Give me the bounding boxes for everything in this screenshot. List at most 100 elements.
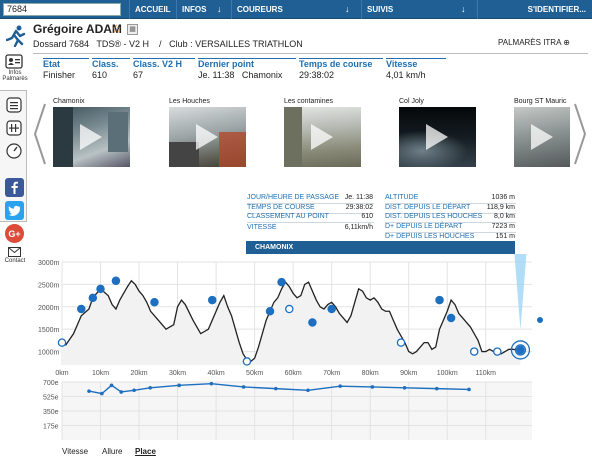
- video-thumbnail-bourg-st-maurice[interactable]: [514, 107, 570, 167]
- y-tick-label: 700e: [43, 380, 59, 387]
- video-thumbnail-col-joly[interactable]: [399, 107, 476, 167]
- info-rule: [385, 222, 516, 223]
- star-icon[interactable]: ☆: [111, 22, 122, 36]
- chevron-right-icon[interactable]: [573, 102, 587, 166]
- play-icon: [426, 124, 448, 150]
- position-point: [370, 385, 375, 389]
- elevation-area: [62, 280, 521, 365]
- y-tick-label: 350e: [43, 409, 59, 416]
- play-icon: [196, 124, 218, 150]
- info-rule: [247, 222, 374, 223]
- info-rule: [247, 213, 374, 214]
- info-label: TEMPS DE COURSE: [247, 204, 315, 211]
- stat-time-value: 29:38:02: [299, 70, 335, 80]
- position-point: [119, 390, 124, 394]
- stat-last-point-value: Je. 11:38 Chamonix: [198, 70, 283, 80]
- info-value: Je. 11:38: [344, 194, 373, 201]
- id-card-icon[interactable]: [5, 54, 23, 70]
- info-value: 6,11km/h: [344, 224, 373, 231]
- checkpoint-marker: [396, 338, 406, 347]
- position-point: [402, 386, 407, 390]
- tab-place[interactable]: Place: [135, 447, 156, 456]
- info-value: 8,0 km: [493, 213, 515, 220]
- tab-allure[interactable]: Allure: [102, 447, 123, 456]
- position-point: [467, 387, 471, 392]
- info-label: DIST. DEPUIS LE DÉPART: [385, 204, 471, 211]
- nav-coureurs[interactable]: COUREURS: [231, 0, 359, 19]
- stat-class-cat-header: Class. V2 H: [133, 59, 183, 69]
- video-thumbnail-les-houches[interactable]: [169, 107, 246, 167]
- position-point: [209, 381, 214, 386]
- checkpoint-marker: [96, 284, 105, 294]
- bib-number: Dossard 7684: [33, 39, 90, 49]
- info-label: CLASSEMENT AU POINT: [247, 213, 329, 220]
- runner-icon: [6, 25, 26, 47]
- nav-infos[interactable]: INFOS: [176, 0, 229, 19]
- stat-last-point-header: Dernier point: [198, 59, 255, 69]
- twitter-icon[interactable]: [5, 201, 24, 220]
- search-input[interactable]: 7684: [3, 3, 121, 16]
- info-value: 7223 m: [491, 223, 515, 230]
- x-tick-label: 110km: [476, 370, 497, 377]
- stat-speed-value: 4,01 km/h: [386, 70, 426, 80]
- checkpoint-marker: [308, 318, 317, 327]
- checkpoint-marker: [111, 276, 121, 286]
- position-point: [306, 388, 310, 393]
- photo-label: Col Joly: [399, 98, 424, 105]
- stat-etat-header: Etat: [43, 59, 61, 69]
- info-label: D+ DEPUIS LES HOUCHES: [385, 233, 475, 240]
- video-thumbnail-chamonix[interactable]: [53, 107, 130, 167]
- nav-accueil[interactable]: ACCUEIL: [129, 0, 174, 19]
- palmares-label: PALMARÈS ITRA: [498, 38, 561, 47]
- stat-speed-header: Vitesse: [386, 59, 418, 69]
- play-icon: [531, 124, 553, 150]
- stat-time-header: Temps de course: [299, 59, 373, 69]
- checkpoint-marker: [150, 298, 159, 307]
- checkpoint-marker: [277, 277, 286, 287]
- stat-divider: [43, 58, 89, 59]
- position-point: [241, 385, 246, 389]
- facebook-icon[interactable]: [5, 178, 24, 197]
- x-tick-label: 0km: [55, 370, 68, 377]
- photo-label: Chamonix: [53, 98, 85, 105]
- stat-class-value: 610: [92, 70, 108, 80]
- checkpoint-marker: [88, 293, 98, 303]
- checkpoint-marker: [265, 307, 275, 316]
- contact-label: Contact: [4, 258, 26, 264]
- checkpoint-marker: [207, 295, 217, 305]
- position-point: [109, 383, 114, 388]
- chevron-down-icon[interactable]: ↓: [217, 4, 222, 14]
- google-plus-icon[interactable]: G+: [5, 224, 24, 243]
- checkpoint-marker: [327, 304, 336, 314]
- info-value: 151 m: [495, 233, 515, 240]
- y-tick-label: 175e: [43, 424, 59, 431]
- nav-identifier[interactable]: S'IDENTIFIER...: [477, 0, 592, 19]
- separator: /: [159, 39, 162, 49]
- svg-text:G+: G+: [8, 229, 20, 239]
- infos-label: Infos: [8, 70, 22, 76]
- chevron-left-icon[interactable]: [33, 102, 47, 166]
- tab-vitesse[interactable]: Vitesse: [62, 447, 89, 456]
- list-icon[interactable]: [6, 97, 22, 113]
- checkpoint-pointer: [514, 254, 527, 330]
- position-point: [87, 389, 91, 393]
- chevron-down-icon[interactable]: ↓: [345, 4, 350, 14]
- nav-suivis[interactable]: SUIVIS: [361, 0, 475, 19]
- palmares-link[interactable]: PALMARÈS ITRA ⊕: [498, 38, 570, 47]
- x-tick-label: 20km: [130, 370, 147, 377]
- checkpoint-marker: [435, 295, 444, 305]
- grid-icon[interactable]: [6, 120, 22, 136]
- checkpoint-marker: [285, 304, 294, 314]
- finish-marker: [537, 317, 543, 323]
- stat-etat-value: Finisher: [43, 70, 76, 80]
- position-line: [88, 382, 470, 395]
- info-value: 610: [361, 213, 373, 220]
- compass-icon[interactable]: [6, 143, 22, 159]
- chevron-down-icon[interactable]: ↓: [461, 4, 466, 14]
- compare-icon[interactable]: ▦: [127, 24, 138, 35]
- mail-icon[interactable]: [8, 247, 21, 257]
- video-thumbnail-les-contamines[interactable]: [284, 107, 361, 167]
- play-icon: [311, 124, 333, 150]
- x-tick-label: 10km: [92, 370, 109, 377]
